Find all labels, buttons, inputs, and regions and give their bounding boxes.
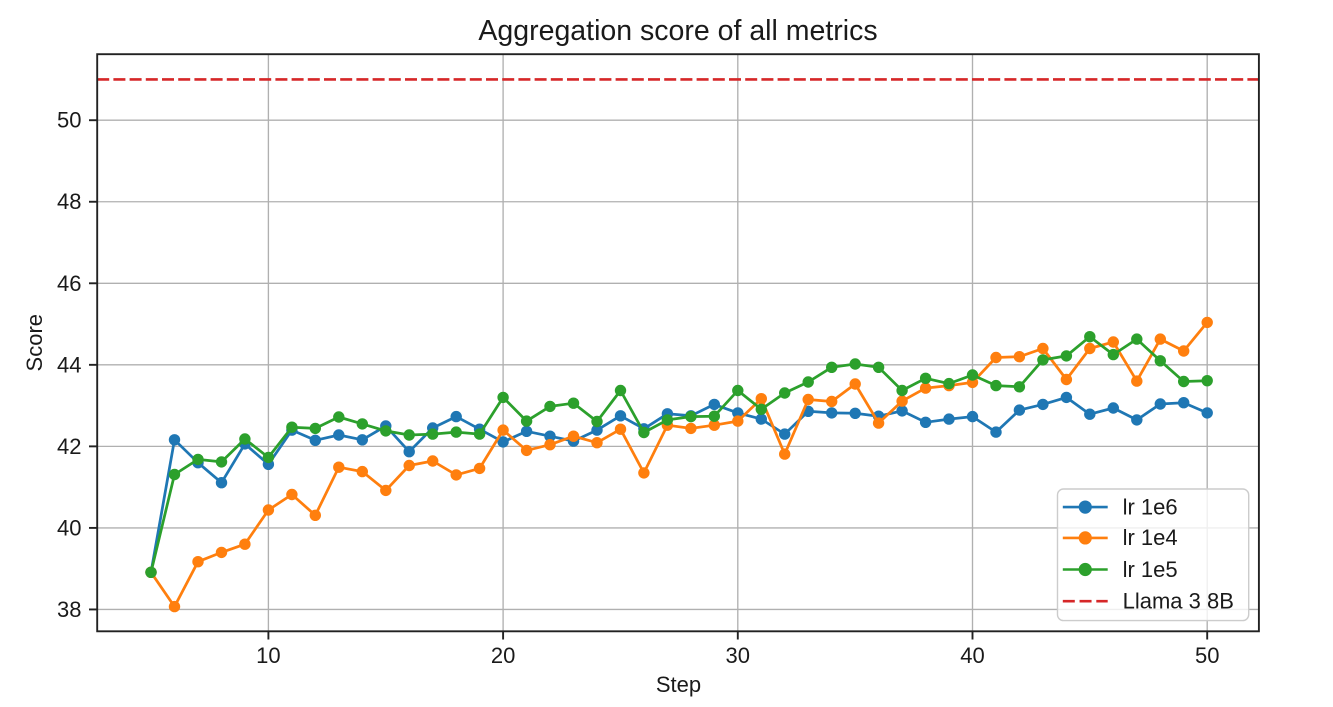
svg-text:10: 10 bbox=[256, 643, 280, 668]
svg-text:48: 48 bbox=[57, 189, 81, 214]
svg-text:40: 40 bbox=[57, 515, 81, 540]
svg-text:50: 50 bbox=[1195, 643, 1219, 668]
svg-text:20: 20 bbox=[491, 643, 515, 668]
svg-text:42: 42 bbox=[57, 434, 81, 459]
svg-text:lr 1e4: lr 1e4 bbox=[1123, 525, 1178, 550]
svg-text:Aggregation score of all metri: Aggregation score of all metrics bbox=[478, 15, 877, 47]
svg-text:Step: Step bbox=[656, 672, 701, 697]
svg-text:38: 38 bbox=[57, 597, 81, 622]
svg-text:Llama 3 8B: Llama 3 8B bbox=[1123, 589, 1234, 614]
svg-text:44: 44 bbox=[57, 352, 81, 377]
svg-text:30: 30 bbox=[726, 643, 750, 668]
svg-text:lr 1e6: lr 1e6 bbox=[1123, 494, 1178, 519]
svg-text:50: 50 bbox=[57, 108, 81, 133]
svg-text:40: 40 bbox=[960, 643, 984, 668]
svg-text:Score: Score bbox=[22, 314, 47, 371]
svg-text:lr 1e5: lr 1e5 bbox=[1123, 557, 1178, 582]
svg-text:46: 46 bbox=[57, 271, 81, 296]
